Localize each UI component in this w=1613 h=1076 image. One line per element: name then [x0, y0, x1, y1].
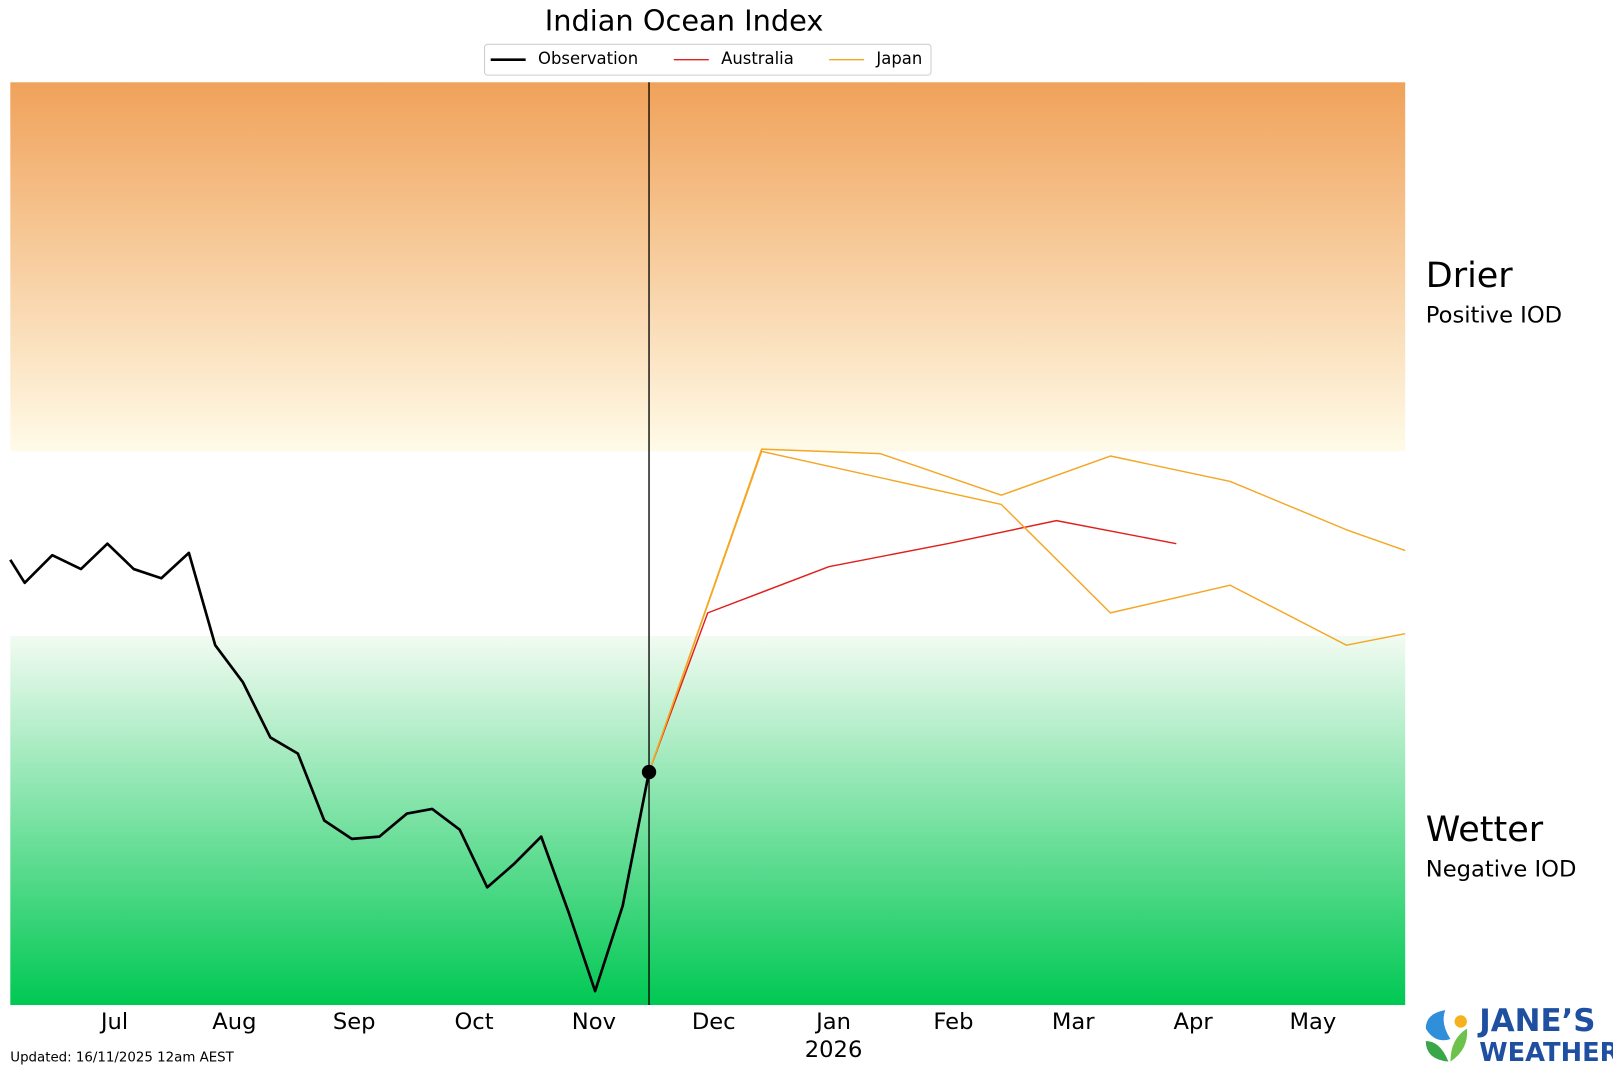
logo-sun	[1454, 1015, 1467, 1028]
x-tick-label: Nov	[572, 1009, 616, 1035]
legend-label: Australia	[721, 49, 794, 68]
band	[10, 82, 1406, 452]
x-tick-label: Aug	[212, 1009, 256, 1035]
x-tick-label: Dec	[692, 1009, 736, 1035]
logo: JANE’S WEATHER	[1425, 1003, 1613, 1068]
x-tick-label: Mar	[1052, 1009, 1095, 1035]
band-label: Drier	[1426, 256, 1514, 296]
band-label: Wetter	[1426, 810, 1544, 850]
x-tick-label: Apr	[1174, 1009, 1214, 1035]
x-tick-label: Jan	[814, 1009, 851, 1035]
x-tick-label: Oct	[455, 1009, 494, 1035]
year-label: 2026	[805, 1037, 863, 1063]
brand-line2: WEATHER	[1479, 1038, 1613, 1068]
x-tick-label: Jul	[99, 1009, 128, 1035]
band-sublabel: Positive IOD	[1426, 303, 1562, 329]
logo-leaf	[1425, 1041, 1449, 1062]
brand-line1: JANE’S	[1477, 1003, 1595, 1039]
series-line	[648, 519, 1177, 773]
x-tick-label: Sep	[333, 1009, 376, 1035]
current-point	[641, 764, 657, 780]
x-tick-label: May	[1290, 1009, 1337, 1035]
legend-label: Observation	[538, 49, 638, 68]
series-line	[9, 542, 651, 993]
updated-note: Updated: 16/11/2025 12am AEST	[10, 1050, 234, 1065]
logo-leaf	[1450, 1028, 1468, 1062]
band	[10, 635, 1406, 1006]
legend-label: Japan	[875, 49, 922, 68]
series-line	[648, 450, 1406, 773]
x-tick-label: Feb	[933, 1009, 973, 1035]
series-line	[648, 448, 1406, 773]
logo-leaf	[1425, 1010, 1451, 1041]
band-sublabel: Negative IOD	[1426, 856, 1577, 882]
chart-title: Indian Ocean Index	[545, 4, 824, 38]
